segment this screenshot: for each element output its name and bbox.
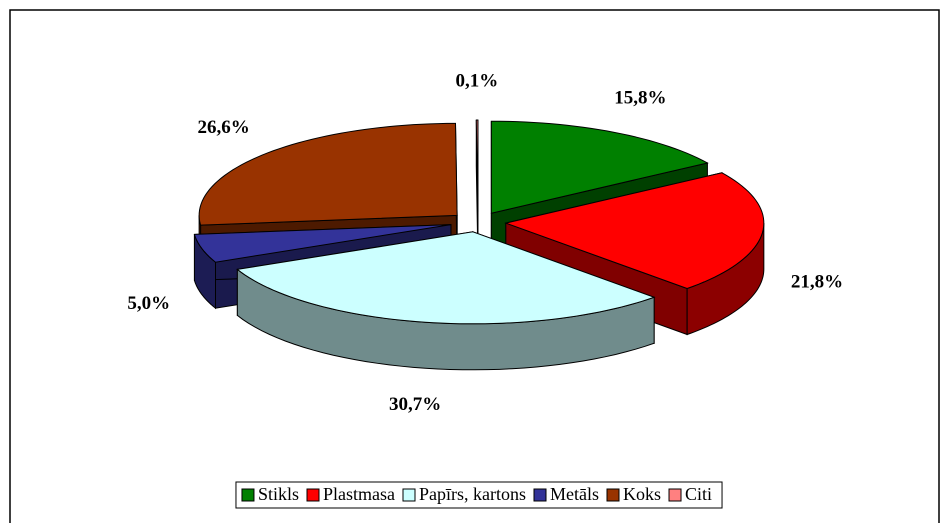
legend-swatch xyxy=(668,488,682,502)
legend-swatch xyxy=(306,488,320,502)
slice-top xyxy=(198,122,458,226)
data-label: 26,6% xyxy=(198,117,250,138)
data-label: 5,0% xyxy=(127,293,170,314)
data-label: 0,1% xyxy=(456,70,499,91)
legend-label: Citi xyxy=(685,484,712,504)
legend-swatch xyxy=(533,488,547,502)
legend-label: Koks xyxy=(623,484,661,504)
legend-swatch xyxy=(402,488,416,502)
legend-label: Metāls xyxy=(550,484,599,504)
legend-label: Papīrs, kartons xyxy=(419,484,526,504)
slice-top xyxy=(193,224,452,263)
legend-swatch xyxy=(241,488,255,502)
data-label: 30,7% xyxy=(389,394,441,415)
legend: Stikls Plastmasa Papīrs, kartons Metāls Koks… xyxy=(241,484,712,504)
legend-label: Plastmasa xyxy=(323,484,395,504)
slice-top xyxy=(504,172,765,290)
legend-swatch xyxy=(606,488,620,502)
legend-label: Stikls xyxy=(258,484,299,504)
data-label: 15,8% xyxy=(614,87,666,108)
data-label: 21,8% xyxy=(791,271,843,292)
slice-top xyxy=(236,231,656,325)
slice-top xyxy=(475,119,479,213)
slice-top xyxy=(490,120,709,214)
